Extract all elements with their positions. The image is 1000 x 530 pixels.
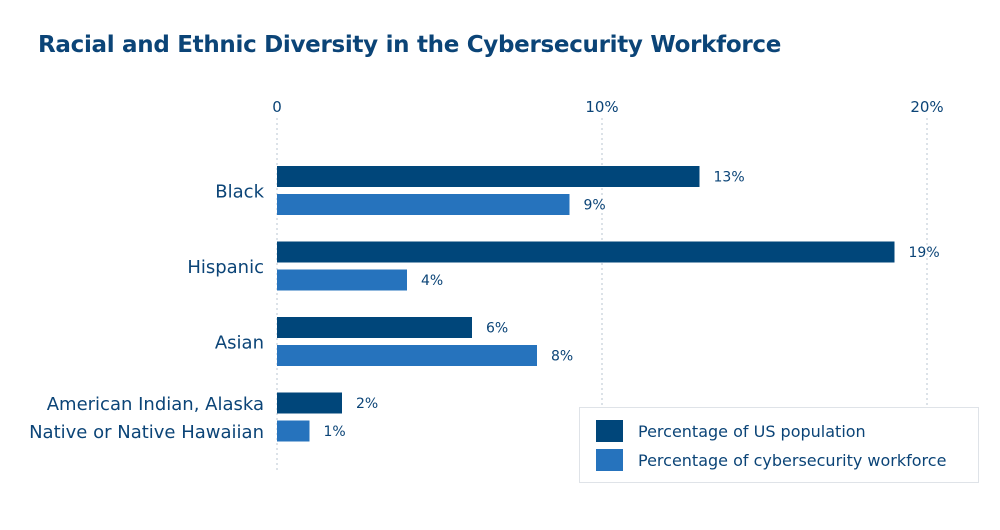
bar <box>277 194 570 215</box>
category-label: Asian <box>215 333 264 354</box>
bar <box>277 269 407 291</box>
data-label: 8% <box>551 349 573 365</box>
legend-swatch <box>596 449 623 471</box>
legend-item-cyber-workforce: Percentage of cybersecurity workforce <box>596 449 946 471</box>
category-label: American Indian, Alaska <box>47 394 264 415</box>
data-label: 19% <box>909 245 940 261</box>
data-label: 4% <box>421 273 443 289</box>
category-label: Black <box>215 182 264 203</box>
data-label: 13% <box>714 170 745 186</box>
category-label: Native or Native Hawaiian <box>29 422 264 443</box>
data-label: 1% <box>324 424 346 440</box>
category-label: Hispanic <box>187 257 264 278</box>
legend: Percentage of US population Percentage o… <box>579 407 979 483</box>
legend-label: Percentage of cybersecurity workforce <box>638 450 947 470</box>
data-label: 9% <box>584 198 606 214</box>
bar <box>277 392 342 414</box>
bar <box>277 317 472 338</box>
bar <box>277 420 310 442</box>
legend-label: Percentage of US population <box>638 421 866 441</box>
x-tick-label: 10% <box>585 98 618 116</box>
legend-item-us-population: Percentage of US population <box>596 420 866 442</box>
chart-title: Racial and Ethnic Diversity in the Cyber… <box>38 32 781 58</box>
bar <box>277 345 537 366</box>
data-label: 6% <box>486 321 508 337</box>
x-tick-label: 20% <box>910 98 943 116</box>
x-tick-label: 0 <box>272 98 282 116</box>
bar <box>277 166 700 187</box>
data-label: 2% <box>356 396 378 412</box>
bar <box>277 241 895 263</box>
legend-swatch <box>596 420 623 442</box>
